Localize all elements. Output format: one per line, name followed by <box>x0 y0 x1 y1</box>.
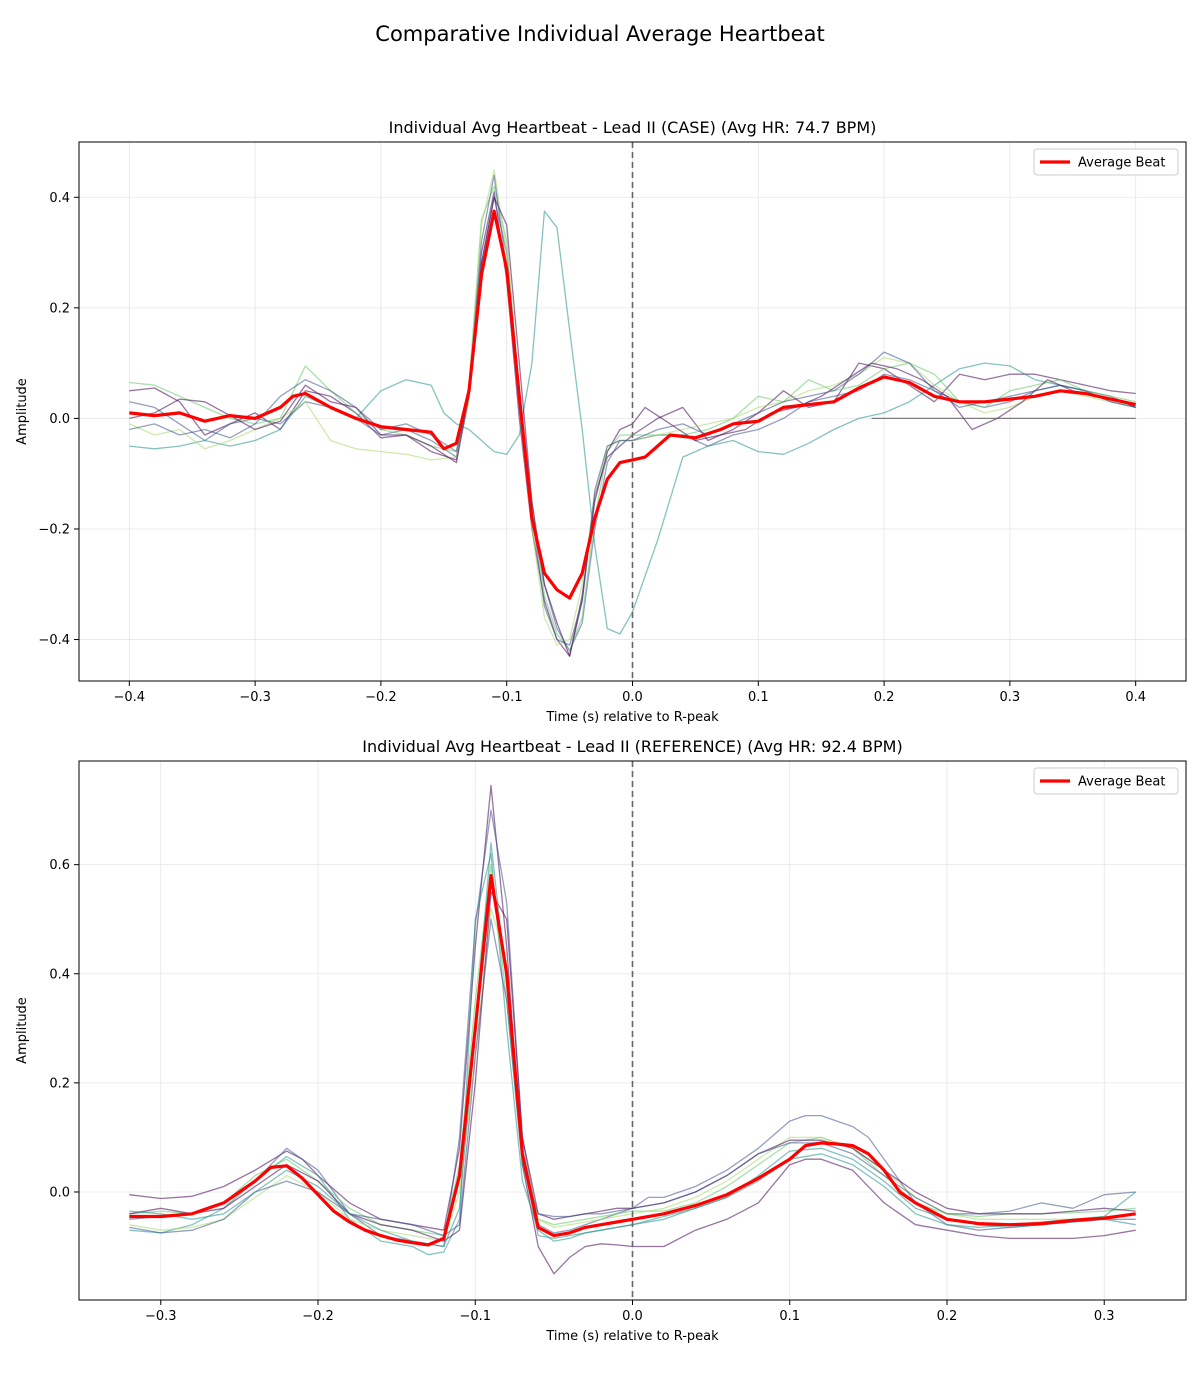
y-tick-label: 0.6 <box>49 858 70 873</box>
x-tick-label: −0.3 <box>239 690 271 705</box>
x-axis-label: Time (s) relative to R-peak <box>545 1329 719 1344</box>
legend-label: Average Beat <box>1078 775 1166 790</box>
chart-panel-2: −0.3 −0.2 −0.1 0.0 0.1 0.2 0.3 0.0 0.2 0.4 0.6 Indi… <box>15 737 1187 1344</box>
x-tick-label: −0.2 <box>302 1309 334 1324</box>
y-tick-label: 0.4 <box>49 967 70 982</box>
y-axis-label: Amplitude <box>15 997 30 1064</box>
x-tick-label: −0.4 <box>114 690 146 705</box>
individual-beat-line <box>129 784 1136 1275</box>
y-axis-label: Amplitude <box>15 378 30 445</box>
y-tick-label: −0.4 <box>38 633 70 648</box>
individual-beat-line <box>129 185 1136 652</box>
y-tick-label: −0.2 <box>38 522 70 537</box>
legend-box <box>1033 767 1179 795</box>
plot-area <box>129 761 1137 1300</box>
x-tick-label: 0.4 <box>1125 690 1146 705</box>
y-tick-label: 0.0 <box>49 412 70 427</box>
legend-label: Average Beat <box>1078 156 1166 171</box>
x-tick-label: 0.3 <box>1000 690 1021 705</box>
individual-beat-line <box>129 918 1136 1237</box>
x-tick-label: 0.2 <box>874 690 895 705</box>
x-tick-label: −0.2 <box>365 690 397 705</box>
x-tick-label: −0.1 <box>459 1309 491 1324</box>
x-tick-label: −0.1 <box>491 690 523 705</box>
legend-box <box>1033 148 1179 176</box>
x-tick-label: 0.1 <box>748 690 769 705</box>
x-axis-label: Time (s) relative to R-peak <box>545 710 719 725</box>
axes-title: Individual Avg Heartbeat - Lead II (CASE… <box>389 118 877 137</box>
x-tick-label: 0.2 <box>937 1309 958 1324</box>
y-tick-label: 0.4 <box>49 191 70 206</box>
y-tick-label: 0.0 <box>49 1185 70 1200</box>
x-tick-label: 0.0 <box>622 1309 643 1324</box>
x-tick-label: 0.1 <box>779 1309 800 1324</box>
x-tick-label: 0.3 <box>1094 1309 1115 1324</box>
y-tick-label: 0.2 <box>49 301 70 316</box>
individual-beat-line <box>129 196 1136 657</box>
plot-area <box>129 142 1137 681</box>
chart-panel-1: −0.4 −0.3 −0.2 −0.1 0.0 0.1 0.2 0.3 0.4 −0.4 −0.2 0… <box>15 118 1187 725</box>
y-tick-label: 0.2 <box>49 1076 70 1091</box>
legend: Average Beat <box>1033 767 1179 795</box>
x-tick-label: −0.3 <box>145 1309 177 1324</box>
x-tick-label: 0.0 <box>622 690 643 705</box>
legend: Average Beat <box>1033 148 1179 176</box>
individual-beat-line <box>129 864 1136 1237</box>
individual-beat-line <box>129 842 1137 1248</box>
figure-title: Comparative Individual Average Heartbeat <box>375 22 825 46</box>
axes-title: Individual Avg Heartbeat - Lead II (REFE… <box>362 737 902 756</box>
average-beat-line <box>129 873 1136 1247</box>
average-beat-line <box>129 209 1137 600</box>
